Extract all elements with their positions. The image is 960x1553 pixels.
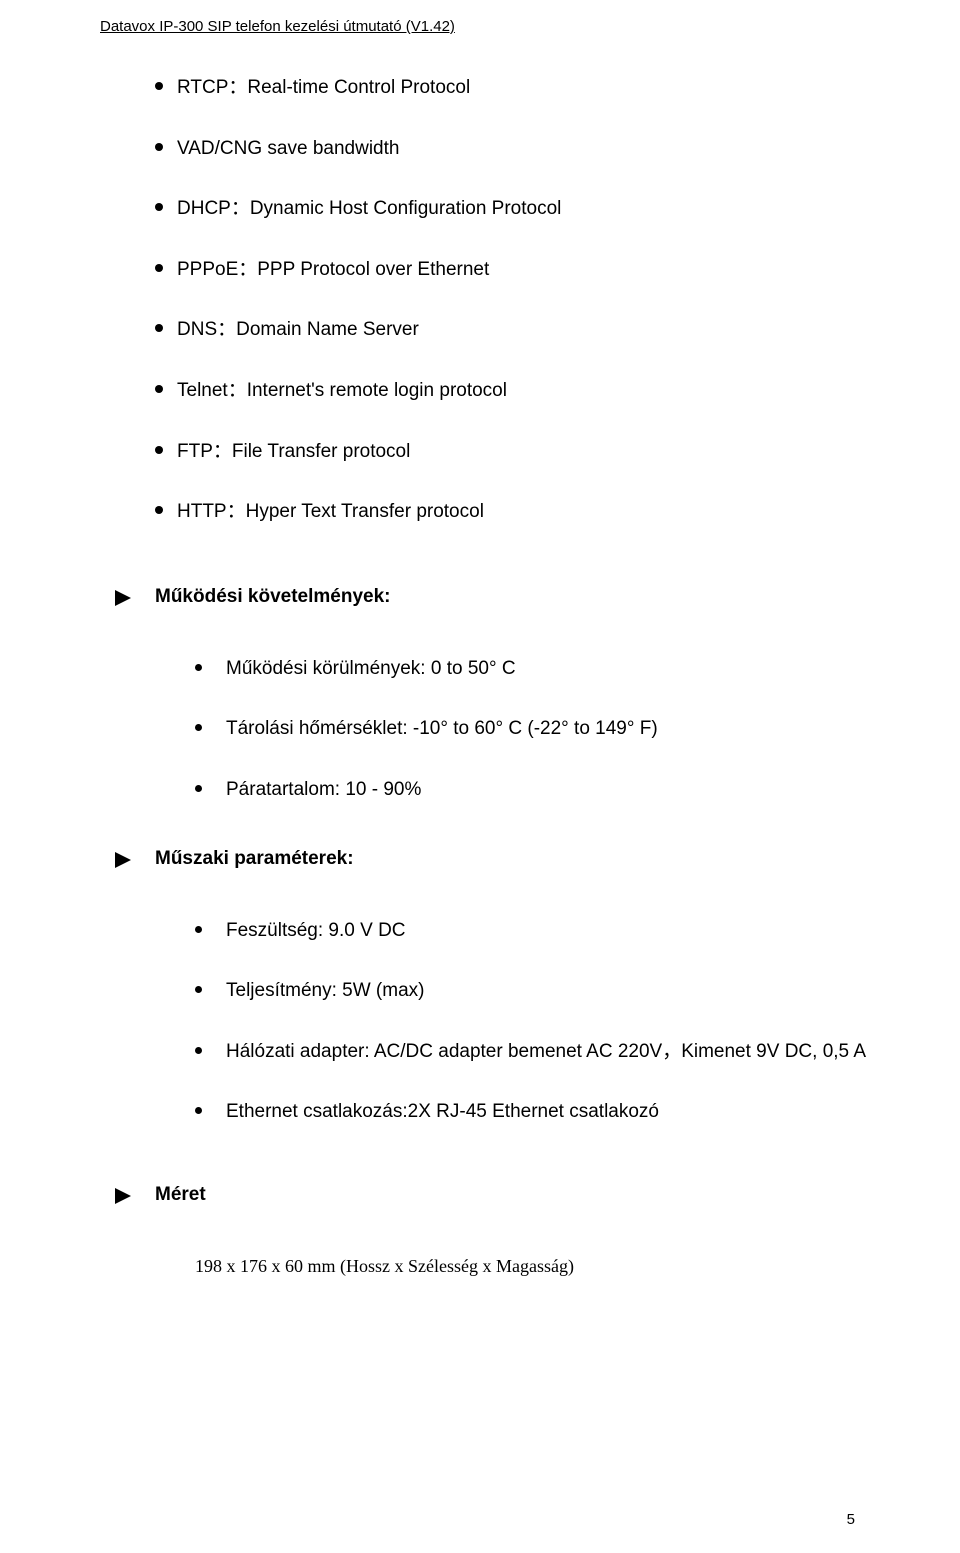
parameter-text: Ethernet csatlakozás:2X RJ-45 Ethernet c… (226, 1099, 659, 1126)
bullet-icon (155, 506, 163, 514)
requirement-item: Tárolási hőmérséklet: -10° to 60° C (-22… (155, 716, 875, 743)
page-content: RTCP：Real-time Control Protocol VAD/CNG … (155, 75, 875, 1277)
protocol-text: FTP：File Transfer protocol (177, 439, 410, 466)
bullet-icon (155, 264, 163, 272)
protocol-text: PPPoE：PPP Protocol over Ethernet (177, 257, 489, 284)
dimension-text: 198 x 176 x 60 mm (Hossz x Szélesség x M… (195, 1256, 875, 1277)
protocol-item: RTCP：Real-time Control Protocol (155, 75, 875, 102)
bullet-icon (155, 324, 163, 332)
section-title: Műszaki paraméterek: (155, 848, 354, 870)
protocol-item: HTTP：Hyper Text Transfer protocol (155, 499, 875, 526)
bullet-icon (195, 724, 202, 731)
requirement-item: Működési körülmények: 0 to 50° C (155, 656, 875, 683)
page-number: 5 (847, 1511, 855, 1528)
section-heading: Működési követelmények: (115, 586, 875, 608)
header-text: Datavox IP-300 SIP telefon kezelési útmu… (100, 18, 455, 35)
bullet-icon (195, 986, 202, 993)
protocol-item: FTP：File Transfer protocol (155, 439, 875, 466)
protocol-text: HTTP：Hyper Text Transfer protocol (177, 499, 484, 526)
protocol-item: PPPoE：PPP Protocol over Ethernet (155, 257, 875, 284)
protocol-text: VAD/CNG save bandwidth (177, 136, 399, 163)
protocol-text: RTCP：Real-time Control Protocol (177, 75, 470, 102)
bullet-icon (195, 664, 202, 671)
bullet-icon (195, 785, 202, 792)
bullet-icon (155, 203, 163, 211)
arrow-right-icon (115, 590, 131, 606)
parameter-item: Ethernet csatlakozás:2X RJ-45 Ethernet c… (155, 1099, 875, 1126)
requirement-text: Páratartalom: 10 - 90% (226, 777, 421, 804)
protocol-text: DHCP：Dynamic Host Configuration Protocol (177, 196, 561, 223)
bullet-icon (195, 926, 202, 933)
requirement-text: Tárolási hőmérséklet: -10° to 60° C (-22… (226, 716, 658, 743)
section-heading: Műszaki paraméterek: (115, 848, 875, 870)
parameter-item: Hálózati adapter: AC/DC adapter bemenet … (155, 1039, 875, 1066)
arrow-right-icon (115, 852, 131, 868)
parameter-text: Feszültség: 9.0 V DC (226, 918, 406, 945)
section-title: Méret (155, 1184, 206, 1206)
protocol-item: DHCP：Dynamic Host Configuration Protocol (155, 196, 875, 223)
protocol-item: DNS：Domain Name Server (155, 317, 875, 344)
bullet-icon (155, 446, 163, 454)
parameter-item: Teljesítmény: 5W (max) (155, 978, 875, 1005)
protocol-text: DNS：Domain Name Server (177, 317, 419, 344)
bullet-icon (195, 1107, 202, 1114)
protocol-item: Telnet：Internet's remote login protocol (155, 378, 875, 405)
bullet-icon (155, 82, 163, 90)
bullet-icon (195, 1047, 202, 1054)
page-header: Datavox IP-300 SIP telefon kezelési útmu… (100, 18, 860, 37)
protocol-item: VAD/CNG save bandwidth (155, 136, 875, 163)
parameter-item: Feszültség: 9.0 V DC (155, 918, 875, 945)
arrow-right-icon (115, 1188, 131, 1204)
parameter-text: Hálózati adapter: AC/DC adapter bemenet … (226, 1039, 866, 1066)
section-title: Működési követelmények: (155, 586, 390, 608)
section-heading: Méret (115, 1184, 875, 1206)
bullet-icon (155, 385, 163, 393)
protocol-text: Telnet：Internet's remote login protocol (177, 378, 507, 405)
requirement-item: Páratartalom: 10 - 90% (155, 777, 875, 804)
bullet-icon (155, 143, 163, 151)
parameter-text: Teljesítmény: 5W (max) (226, 978, 424, 1005)
requirement-text: Működési körülmények: 0 to 50° C (226, 656, 516, 683)
